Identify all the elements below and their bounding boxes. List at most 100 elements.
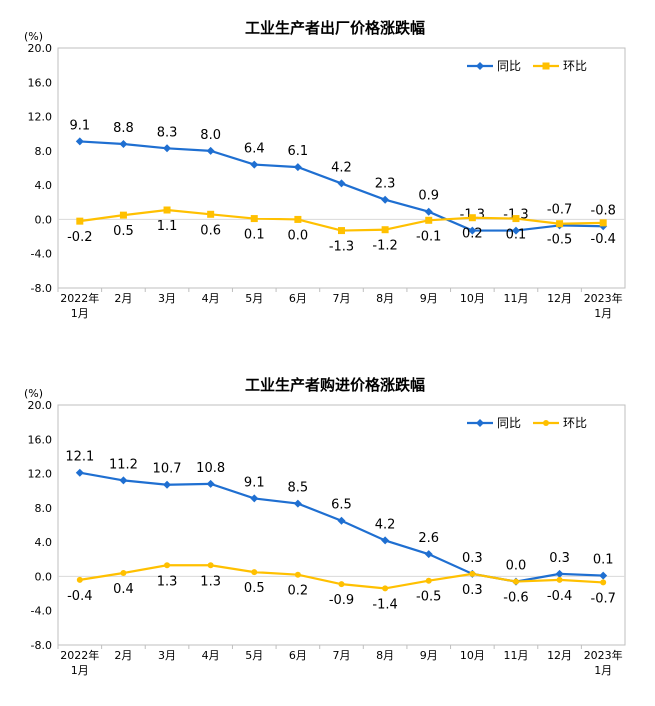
data-label: -0.5 bbox=[416, 590, 441, 605]
y-tick-label: 8.0 bbox=[35, 502, 53, 515]
data-point bbox=[75, 137, 84, 146]
data-point bbox=[250, 494, 259, 503]
legend-marker bbox=[476, 62, 484, 70]
data-point bbox=[425, 577, 432, 584]
chart-svg: 工业生产者购进价格涨跌幅 (%)20.0 16.0 12.0 8.0 4.0 0.0 -4.0… bbox=[24, 376, 626, 677]
data-point bbox=[119, 140, 128, 148]
data-label: -0.4 bbox=[67, 589, 92, 604]
data-point bbox=[599, 219, 607, 227]
data-label: 6.1 bbox=[288, 144, 309, 159]
data-point bbox=[425, 216, 433, 224]
data-point bbox=[338, 227, 345, 235]
x-category-label: 7月 bbox=[333, 292, 351, 305]
x-category-label: 4月 bbox=[202, 292, 220, 305]
data-point bbox=[163, 144, 172, 153]
x-category-label: 8月 bbox=[376, 292, 394, 305]
data-label: 1.3 bbox=[157, 574, 178, 589]
data-point bbox=[250, 215, 258, 223]
data-point bbox=[381, 195, 390, 204]
data-label: 0.0 bbox=[506, 559, 527, 574]
x-category-label: 4月 bbox=[202, 649, 220, 662]
data-label: 8.5 bbox=[288, 481, 309, 496]
data-label: -0.4 bbox=[547, 589, 572, 604]
data-point bbox=[468, 214, 476, 222]
data-label: 11.2 bbox=[109, 457, 138, 472]
data-point bbox=[381, 536, 390, 545]
data-label: 6.4 bbox=[244, 142, 265, 157]
data-label: 0.2 bbox=[462, 227, 483, 242]
data-point bbox=[206, 146, 215, 155]
data-label: 1.3 bbox=[200, 574, 221, 589]
data-label: -0.1 bbox=[416, 229, 441, 244]
data-label: 0.5 bbox=[244, 581, 265, 596]
data-label: -1.4 bbox=[372, 597, 397, 612]
x-category-label: 3月 bbox=[158, 649, 176, 662]
data-label: 6.5 bbox=[331, 498, 352, 513]
data-point bbox=[468, 226, 477, 235]
data-point bbox=[600, 579, 607, 586]
data-label: -0.4 bbox=[591, 232, 616, 247]
data-label: 0.4 bbox=[113, 582, 134, 597]
x-category-label: 6月 bbox=[289, 649, 307, 662]
y-tick-label: 0.0 bbox=[35, 213, 53, 226]
x-category-label: 9月 bbox=[420, 292, 438, 305]
data-label: 0.1 bbox=[506, 228, 527, 243]
data-label: 2.3 bbox=[375, 177, 396, 192]
data-point bbox=[599, 571, 608, 580]
data-point bbox=[338, 581, 345, 588]
chart-panel-ex-factory: 工业生产者出厂价格涨跌幅 (%) 20.0 16.0 12.0 8.0 4.0 0.0 -4.0… bbox=[0, 0, 655, 349]
y-unit-label: (%) bbox=[24, 30, 43, 43]
data-label: 10.8 bbox=[196, 461, 225, 476]
y-tick-label: 12.0 bbox=[28, 468, 53, 481]
chart-title: 工业生产者购进价格涨跌幅 bbox=[245, 376, 425, 394]
data-label: 0.5 bbox=[113, 224, 134, 239]
data-label: 0.3 bbox=[462, 583, 483, 598]
y-unit-label: (%) bbox=[24, 387, 43, 400]
data-label: -0.8 bbox=[591, 203, 616, 218]
data-label: -0.2 bbox=[67, 230, 92, 245]
data-label: -0.6 bbox=[503, 591, 528, 606]
legend-marker bbox=[542, 62, 550, 70]
chart-title: 工业生产者出厂价格涨跌幅 bbox=[245, 19, 425, 37]
y-tick-label: 8.0 bbox=[35, 145, 53, 158]
data-point bbox=[469, 570, 476, 577]
data-label: -1.3 bbox=[329, 240, 354, 255]
legend-marker bbox=[543, 420, 549, 426]
data-label: 4.2 bbox=[331, 160, 352, 175]
y-tick-label: 12.0 bbox=[28, 111, 53, 124]
data-point bbox=[511, 226, 520, 235]
y-tick-label: 0.0 bbox=[35, 570, 53, 583]
data-point bbox=[337, 516, 346, 525]
data-point bbox=[76, 217, 84, 225]
y-tick-label: -8.0 bbox=[31, 282, 52, 295]
data-label: -0.9 bbox=[329, 593, 354, 608]
data-label: 2.6 bbox=[418, 531, 439, 546]
data-point bbox=[120, 570, 127, 576]
data-point bbox=[512, 215, 520, 223]
data-label: -0.5 bbox=[547, 233, 572, 248]
data-point bbox=[76, 576, 83, 583]
x-category-label: 8月 bbox=[376, 649, 394, 662]
data-point bbox=[293, 163, 302, 172]
x-category-label: 2月 bbox=[114, 649, 132, 662]
data-point bbox=[381, 226, 389, 234]
data-point bbox=[207, 562, 214, 569]
x-category-label: 5月 bbox=[245, 649, 263, 662]
x-category-label: 2022年 1月 bbox=[60, 291, 99, 320]
data-label: 4.2 bbox=[375, 517, 396, 532]
data-point bbox=[119, 211, 127, 219]
chart-svg: 工业生产者出厂价格涨跌幅 (%)20.0 16.0 12.0 8.0 4.0 0.0 -4.0… bbox=[24, 19, 626, 320]
y-tick-label: -4.0 bbox=[31, 605, 52, 618]
data-point bbox=[555, 569, 564, 578]
legend-label: 环比 bbox=[563, 416, 587, 430]
data-label: 0.3 bbox=[549, 551, 570, 566]
data-point bbox=[163, 206, 171, 214]
y-tick-label: 4.0 bbox=[35, 536, 53, 549]
x-category-label: 2022年 1月 bbox=[60, 648, 99, 677]
x-category-label: 3月 bbox=[158, 292, 176, 305]
data-point bbox=[294, 215, 302, 223]
legend-label: 环比 bbox=[563, 59, 587, 73]
legend-marker bbox=[476, 419, 484, 427]
data-label: 8.8 bbox=[113, 121, 134, 136]
data-point bbox=[556, 220, 564, 228]
